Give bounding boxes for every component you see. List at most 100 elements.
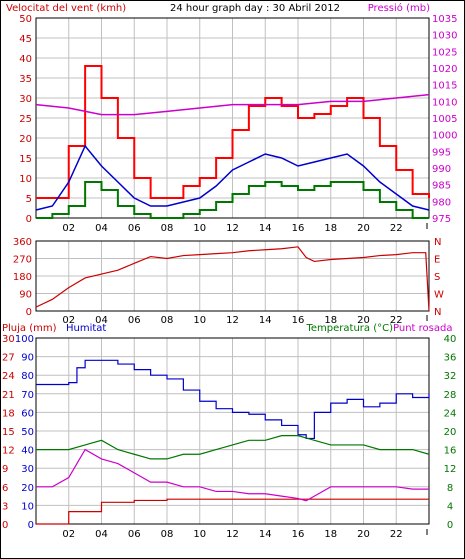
- pressure-y-tick-label: 1025: [432, 47, 457, 58]
- rain-y-tick-label: 21: [2, 390, 15, 401]
- rain-label: Pluja (mm): [2, 323, 57, 334]
- pressure-y-tick-label: 1030: [432, 31, 457, 42]
- x-tick-label: 12: [226, 315, 239, 326]
- x-tick-label: 04: [95, 223, 108, 234]
- series-temperature: [36, 435, 430, 460]
- weather-panel-ticks: 0369121518212427300102030405060708090100…: [2, 334, 456, 540]
- direction-panel-series: [35, 246, 430, 312]
- rain-y-tick-label: 3: [2, 501, 8, 512]
- direction-y-tick-label: 360: [13, 237, 32, 248]
- direction-y-tick-label: 0: [26, 307, 32, 318]
- wind-y-tick-label: 40: [19, 54, 32, 65]
- x-tick-label: 20: [357, 315, 370, 326]
- rain-y-tick-label: 12: [2, 446, 15, 457]
- pressure-label: Pressió (mb): [368, 2, 430, 14]
- wind-y-tick-label: 20: [19, 134, 32, 145]
- x-tick-label: 10: [193, 529, 206, 540]
- rain-y-tick-label: 0: [2, 520, 8, 531]
- humidity-y-tick-label: 0: [28, 520, 34, 531]
- x-tick-label: 02: [62, 223, 75, 234]
- x-tick-label: 04: [95, 529, 108, 540]
- direction-panel-frame: [35, 240, 430, 312]
- temperature-y-tick-label: 8: [447, 483, 453, 494]
- x-tick-label: 02: [62, 315, 75, 326]
- temperature-y-tick-label: 16: [444, 446, 457, 457]
- humidity-y-tick-label: 10: [21, 501, 34, 512]
- weather-panel-series: [36, 359, 430, 525]
- x-tick-label: 18: [324, 529, 337, 540]
- compass-tick-label: S: [434, 272, 440, 283]
- wind-panel-series: [35, 65, 430, 219]
- humidity-y-tick-label: 90: [21, 353, 34, 364]
- wind-y-tick-label: 30: [19, 94, 32, 105]
- graph-title: 24 hour graph day : 30 Abril 2012: [170, 3, 340, 14]
- x-tick-label: 18: [324, 223, 337, 234]
- temperature-y-tick-label: 12: [444, 464, 457, 475]
- pressure-y-tick-label: 1000: [432, 131, 457, 142]
- weather-panel-frame: [35, 337, 430, 525]
- rain-y-tick-label: 18: [2, 408, 15, 419]
- temperature-y-tick-label: 40: [444, 334, 457, 345]
- x-tick-label: 10: [193, 315, 206, 326]
- x-tick-label: 02: [62, 529, 75, 540]
- x-tick-label: 06: [128, 529, 141, 540]
- humidity-y-tick-label: 40: [21, 446, 34, 457]
- x-tick-label: 08: [161, 223, 174, 234]
- wind-y-tick-label: 5: [26, 194, 32, 205]
- compass-tick-label: E: [434, 255, 440, 266]
- rain-y-tick-label: 24: [2, 371, 15, 382]
- rain-y-tick-label: 9: [2, 464, 8, 475]
- series-dewpoint: [36, 448, 429, 502]
- rain-y-tick-label: 30: [2, 334, 15, 345]
- x-tick-label: 12: [226, 223, 239, 234]
- humidity-y-tick-label: 100: [15, 334, 34, 345]
- rain-y-tick-label: 6: [2, 483, 8, 494]
- wind-panel-frame: [35, 17, 430, 219]
- temperature-y-tick-label: 28: [444, 390, 457, 401]
- x-tick-label: 08: [161, 529, 174, 540]
- temperature-y-tick-label: 20: [444, 427, 457, 438]
- x-tick-label: 22: [390, 223, 403, 234]
- x-tick-label: 22: [390, 529, 403, 540]
- x-tick-label: 10: [193, 223, 206, 234]
- wind-y-tick-label: 50: [19, 14, 32, 25]
- temperature-y-tick-label: 24: [444, 408, 457, 419]
- wind-y-tick-label: 35: [19, 74, 32, 85]
- pressure-y-tick-label: 990: [432, 164, 451, 175]
- series-wind-gust: [36, 65, 430, 199]
- x-tick-label: 18: [324, 315, 337, 326]
- rain-y-tick-label: 27: [2, 353, 15, 364]
- humidity-y-tick-label: 50: [21, 427, 34, 438]
- wind-y-tick-label: 25: [19, 114, 32, 125]
- wind-speed-label: Velocitat del vent (kmh): [6, 3, 126, 14]
- direction-y-tick-label: 180: [13, 272, 32, 283]
- x-tick-label: 14: [259, 529, 272, 540]
- series-rain: [36, 498, 429, 525]
- humidity-label: Humitat: [66, 323, 106, 334]
- wind-panel-ticks: 0510152025303540455097598098599099510001…: [19, 14, 457, 234]
- series-wind-direction: [35, 246, 430, 312]
- wind-y-tick-label: 15: [19, 154, 32, 165]
- compass-tick-label: N: [434, 307, 441, 318]
- direction-panel-grid: [36, 241, 430, 311]
- x-tick-label: 08: [161, 315, 174, 326]
- wind-y-tick-label: 0: [26, 214, 32, 225]
- series-wind-average: [35, 144, 430, 211]
- humidity-y-tick-label: 80: [21, 371, 34, 382]
- x-tick-label: 20: [357, 529, 370, 540]
- series-humidity: [36, 359, 430, 440]
- x-tick-label: 16: [292, 315, 305, 326]
- wind-y-tick-label: 45: [19, 34, 32, 45]
- dewpoint-label: Punt rosada: [393, 323, 452, 334]
- temperature-y-tick-label: 36: [444, 353, 457, 364]
- x-tick-label: 04: [95, 315, 108, 326]
- x-tick-label: 14: [259, 223, 272, 234]
- x-tick-label: 12: [226, 529, 239, 540]
- humidity-y-tick-label: 60: [21, 408, 34, 419]
- direction-y-tick-label: 270: [13, 255, 32, 266]
- pressure-y-tick-label: 975: [432, 214, 451, 225]
- pressure-y-tick-label: 1015: [432, 81, 457, 92]
- temperature-y-tick-label: 0: [447, 520, 453, 531]
